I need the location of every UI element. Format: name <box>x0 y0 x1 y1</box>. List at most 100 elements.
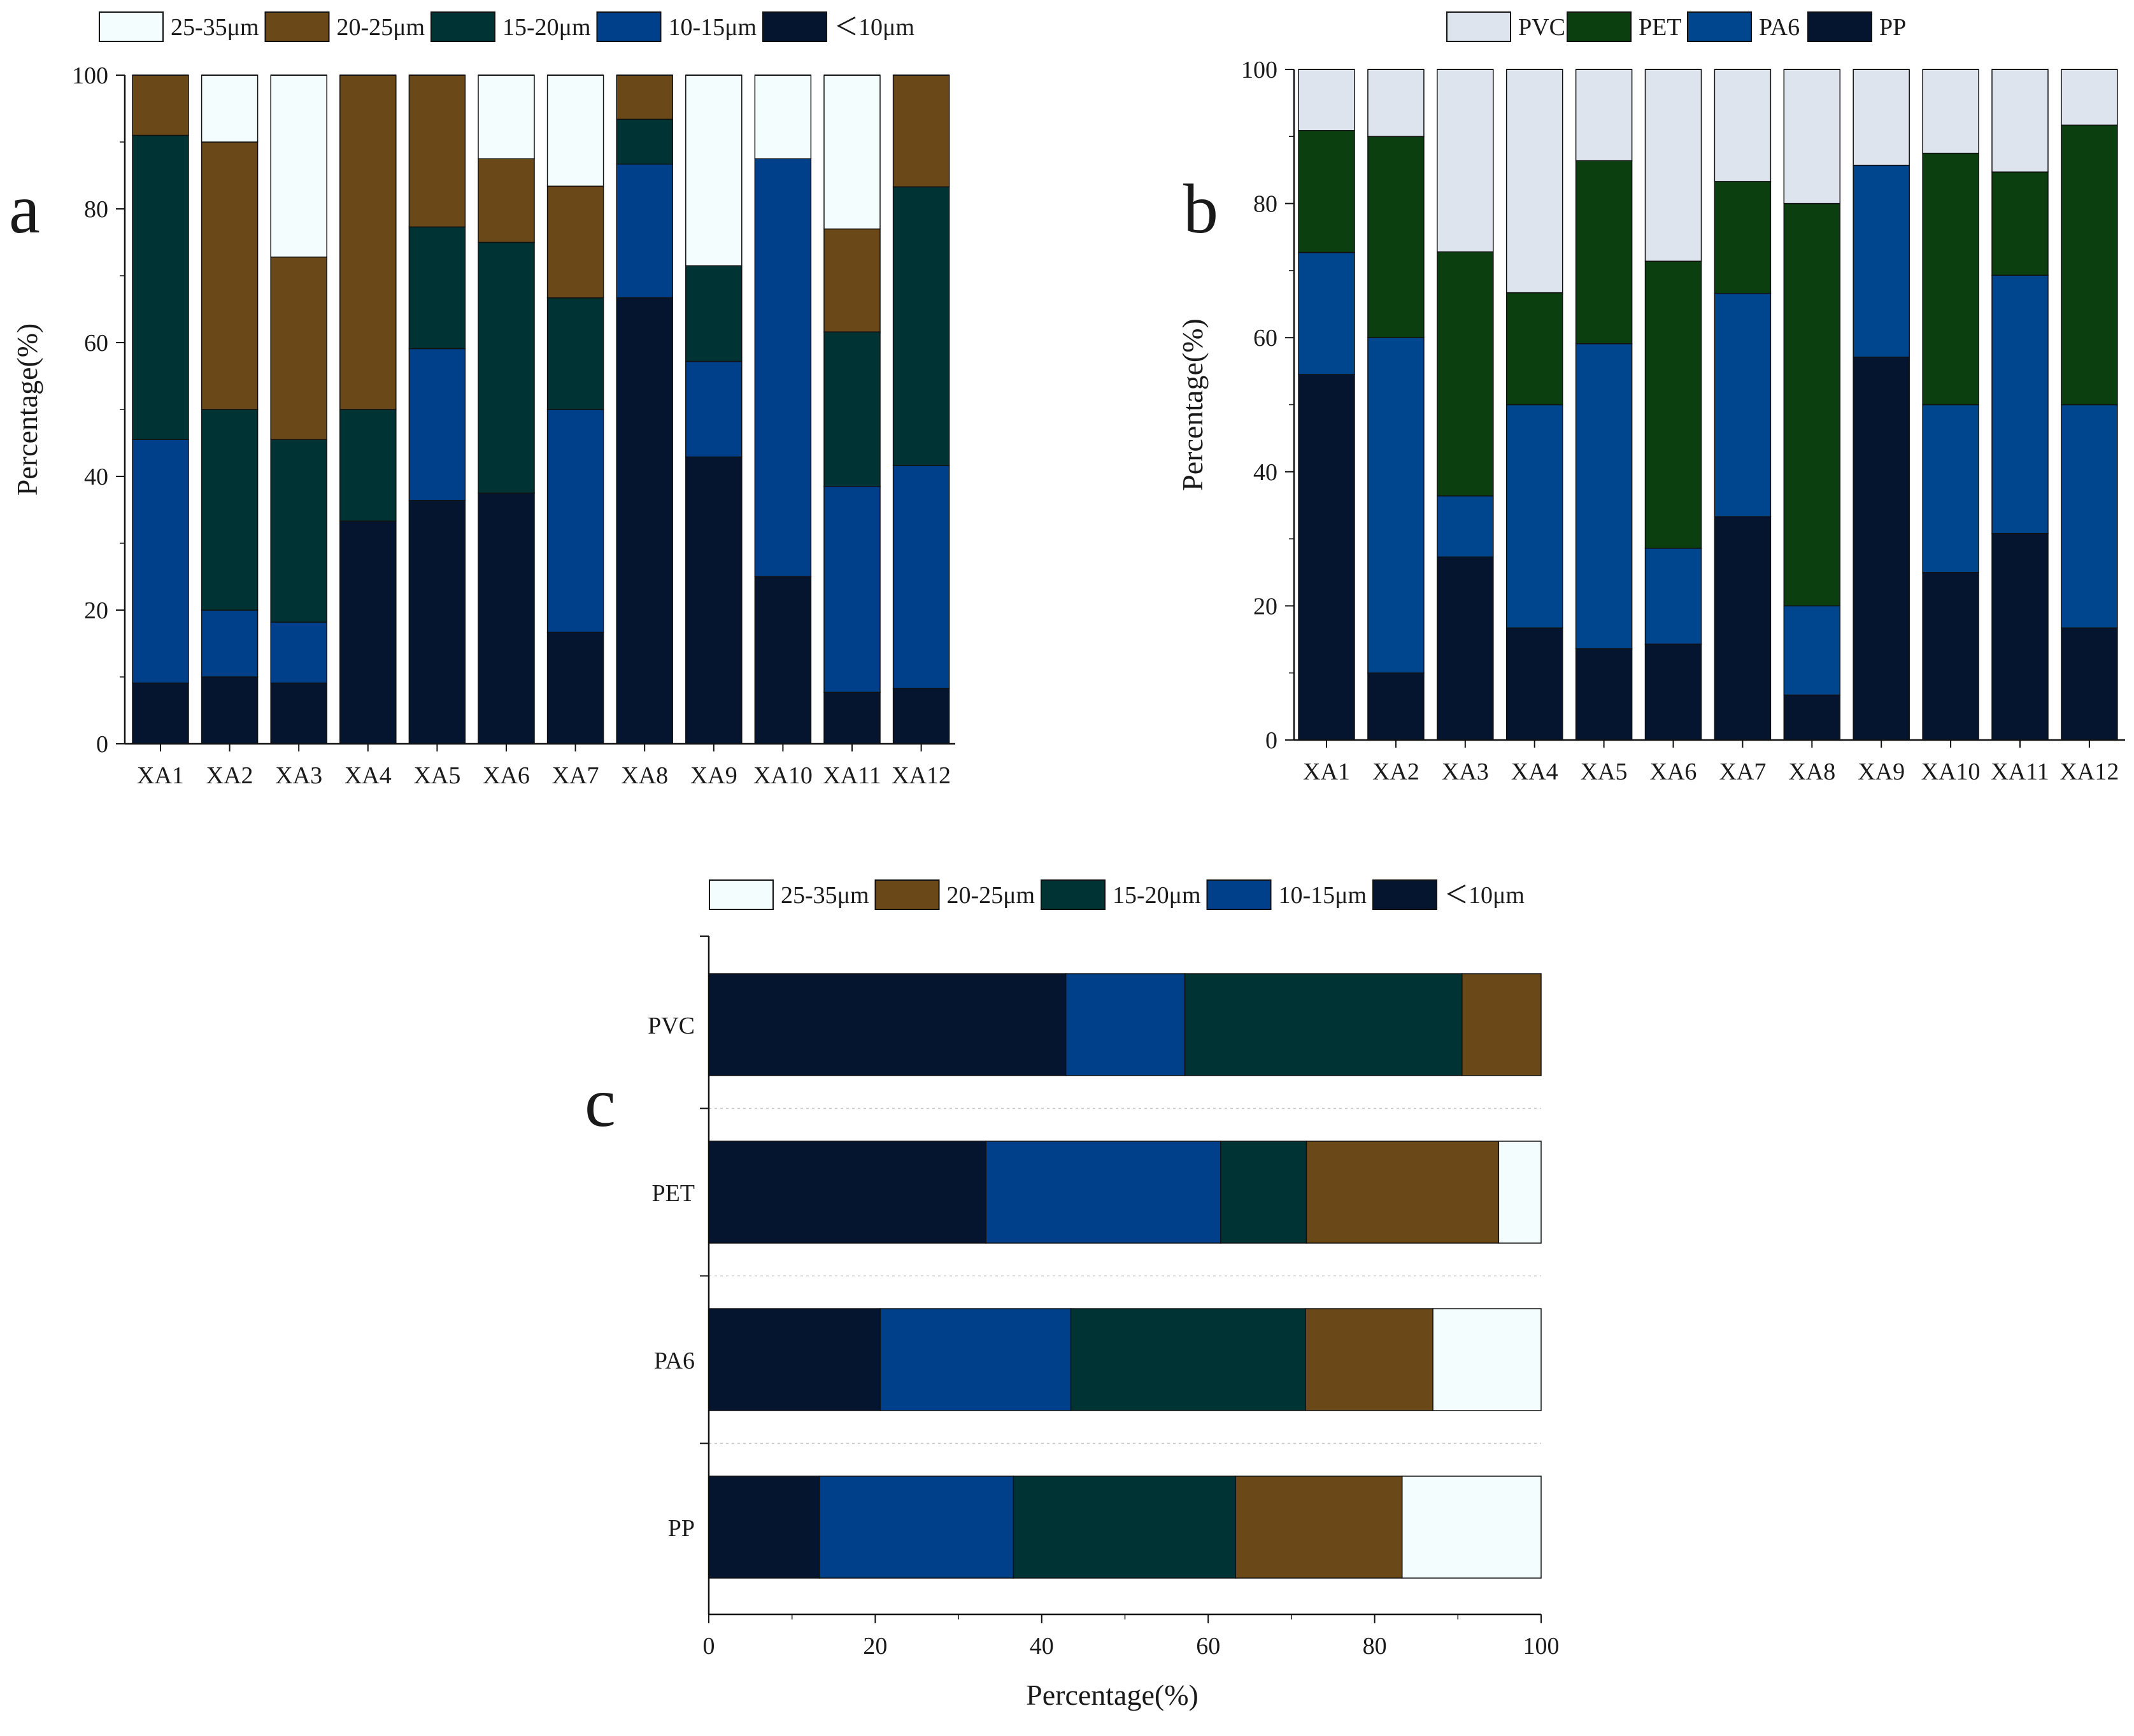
bar-a-xa12-lt10 <box>892 688 950 744</box>
bar-a-xa3-s20-25 <box>270 256 327 440</box>
bar-a-xa9-s10-15 <box>685 360 743 458</box>
bar-a-xa1-lt10 <box>132 682 189 744</box>
bar-c-pet-s20-25 <box>1305 1141 1500 1244</box>
panel-letter-c: c <box>585 1064 616 1141</box>
x-tick-label-a-xa1: XA1 <box>137 762 184 789</box>
bar-b-xa6-pp <box>1644 643 1702 741</box>
bar-a-xa1-s20-25 <box>132 75 189 136</box>
y-tick-label-b-20: 20 <box>1253 593 1277 620</box>
bar-b-xa8-pp <box>1783 694 1841 741</box>
bar-b-xa1-pp <box>1298 374 1355 741</box>
legend-label-a-s10-15: 10-15μm <box>669 14 757 41</box>
y-tick-label-c-pa6: PA6 <box>654 1348 695 1374</box>
legend-swatch-a-s25-35 <box>99 11 164 42</box>
bar-b-xa2-pa6 <box>1367 337 1425 674</box>
bar-b-xa3-pp <box>1437 556 1494 741</box>
bar-c-pp-s25-35 <box>1401 1476 1542 1579</box>
legend-label-c-lt10: ＜10μm <box>1444 882 1525 909</box>
bar-a-xa4-s15-20 <box>339 409 397 522</box>
x-tick-label-c-40: 40 <box>1030 1633 1054 1660</box>
bar-b-xa12-pp <box>2061 627 2118 741</box>
bar-a-xa2-s20-25 <box>201 141 259 410</box>
bar-b-xa7-pet <box>1714 181 1772 294</box>
bar-b-xa11-pa6 <box>1991 274 2049 534</box>
bar-a-xa7-s25-35 <box>546 75 604 187</box>
bar-c-pp-s10-15 <box>819 1476 1014 1579</box>
bar-b-xa10-pa6 <box>1922 404 1979 573</box>
legend-label-a-s15-20: 15-20μm <box>502 14 591 41</box>
legend-swatch-b-pa6 <box>1687 11 1752 42</box>
x-tick-label-b-xa8: XA8 <box>1788 758 1835 785</box>
bar-b-xa5-pet <box>1575 160 1633 345</box>
bar-b-xa9-pa6 <box>1853 164 1910 358</box>
legend-swatch-c-s20-25 <box>874 879 940 910</box>
x-tick-label-c-80: 80 <box>1363 1633 1387 1660</box>
bar-b-xa12-pet <box>2061 124 2118 406</box>
bar-c-pa6-s10-15 <box>879 1308 1072 1411</box>
x-tick-label-b-xa2: XA2 <box>1372 758 1419 785</box>
bar-a-xa12-s20-25 <box>892 75 950 188</box>
bar-b-xa4-pp <box>1505 627 1563 741</box>
bar-a-xa3-s15-20 <box>270 439 327 623</box>
bar-b-xa5-pp <box>1575 648 1633 741</box>
x-tick-label-b-xa9: XA9 <box>1858 758 1905 785</box>
legend-label-a-s20-25: 20-25μm <box>337 14 425 41</box>
bar-c-pvc-s15-20 <box>1184 973 1463 1076</box>
x-tick-label-a-xa8: XA8 <box>621 762 668 789</box>
bar-a-xa6-lt10 <box>478 492 535 744</box>
legend-label-b-pet: PET <box>1639 14 1682 41</box>
x-tick-label-a-xa10: XA10 <box>753 762 813 789</box>
bar-b-xa7-pvc <box>1714 69 1772 182</box>
bar-a-xa11-lt10 <box>823 692 881 744</box>
y-axis-title-a: Percentage(%) <box>11 324 43 496</box>
legend-swatch-c-s25-35 <box>709 879 774 910</box>
y-tick-label-a-0: 0 <box>96 731 108 758</box>
bar-c-pvc-s10-15 <box>1065 973 1186 1076</box>
legend-label-b-pa6: PA6 <box>1759 14 1800 41</box>
legend-label-a-lt10: ＜10μm <box>834 14 914 41</box>
legend-label-c-s20-25: 20-25μm <box>947 882 1035 909</box>
bar-a-xa10-lt10 <box>754 576 812 744</box>
legend-swatch-b-pet <box>1567 11 1632 42</box>
x-tick-label-b-xa6: XA6 <box>1650 758 1697 785</box>
legend-swatch-b-pvc <box>1446 11 1511 42</box>
legend-label-c-s25-35: 25-35μm <box>781 882 869 909</box>
bar-b-xa4-pvc <box>1505 69 1563 294</box>
bar-c-pet-lt10 <box>708 1141 986 1244</box>
x-tick-label-c-20: 20 <box>863 1633 887 1660</box>
bar-a-xa9-s15-20 <box>685 265 743 362</box>
bar-b-xa1-pa6 <box>1298 252 1355 375</box>
bar-b-xa11-pet <box>1991 171 2049 276</box>
legend-label-c-s10-15: 10-15μm <box>1279 882 1367 909</box>
y-tick-label-a-20: 20 <box>84 597 108 624</box>
bar-a-xa7-s20-25 <box>546 185 604 299</box>
bar-b-xa9-pp <box>1853 356 1910 741</box>
bar-a-xa6-s25-35 <box>478 75 535 159</box>
bar-c-pp-lt10 <box>708 1476 820 1579</box>
x-tick-label-a-xa3: XA3 <box>275 762 322 789</box>
y-tick-label-c-pp: PP <box>668 1515 695 1542</box>
x-tick-label-a-xa5: XA5 <box>413 762 460 789</box>
bar-b-xa9-pvc <box>1853 69 1910 166</box>
bar-a-xa11-s20-25 <box>823 228 881 332</box>
bar-b-xa2-pp <box>1367 672 1425 741</box>
bar-b-xa4-pa6 <box>1505 404 1563 629</box>
bar-a-xa10-s25-35 <box>754 75 812 159</box>
bar-b-xa6-pvc <box>1644 69 1702 262</box>
bar-c-pp-s15-20 <box>1013 1476 1237 1579</box>
legend-swatch-c-s10-15 <box>1206 879 1272 910</box>
x-tick-label-a-xa6: XA6 <box>483 762 530 789</box>
bar-b-xa1-pet <box>1298 130 1355 253</box>
bar-b-xa1-pvc <box>1298 69 1355 131</box>
x-axis-title-c: Percentage(%) <box>1026 1679 1199 1711</box>
bar-a-xa4-lt10 <box>339 520 397 744</box>
x-tick-label-b-xa1: XA1 <box>1303 758 1350 785</box>
bar-a-xa11-s25-35 <box>823 75 881 230</box>
bar-b-xa8-pvc <box>1783 69 1841 204</box>
bar-a-xa5-lt10 <box>408 500 466 744</box>
bar-a-xa7-s10-15 <box>546 409 604 633</box>
x-tick-label-b-xa11: XA11 <box>1991 758 2049 785</box>
panel-b-chart: XA1 XA2 XA3 XA4 XA5 XA6 XA7 XA8 XA9 XA10 XA11 XA12 0… <box>1176 11 2125 785</box>
bar-a-xa3-lt10 <box>270 682 327 744</box>
